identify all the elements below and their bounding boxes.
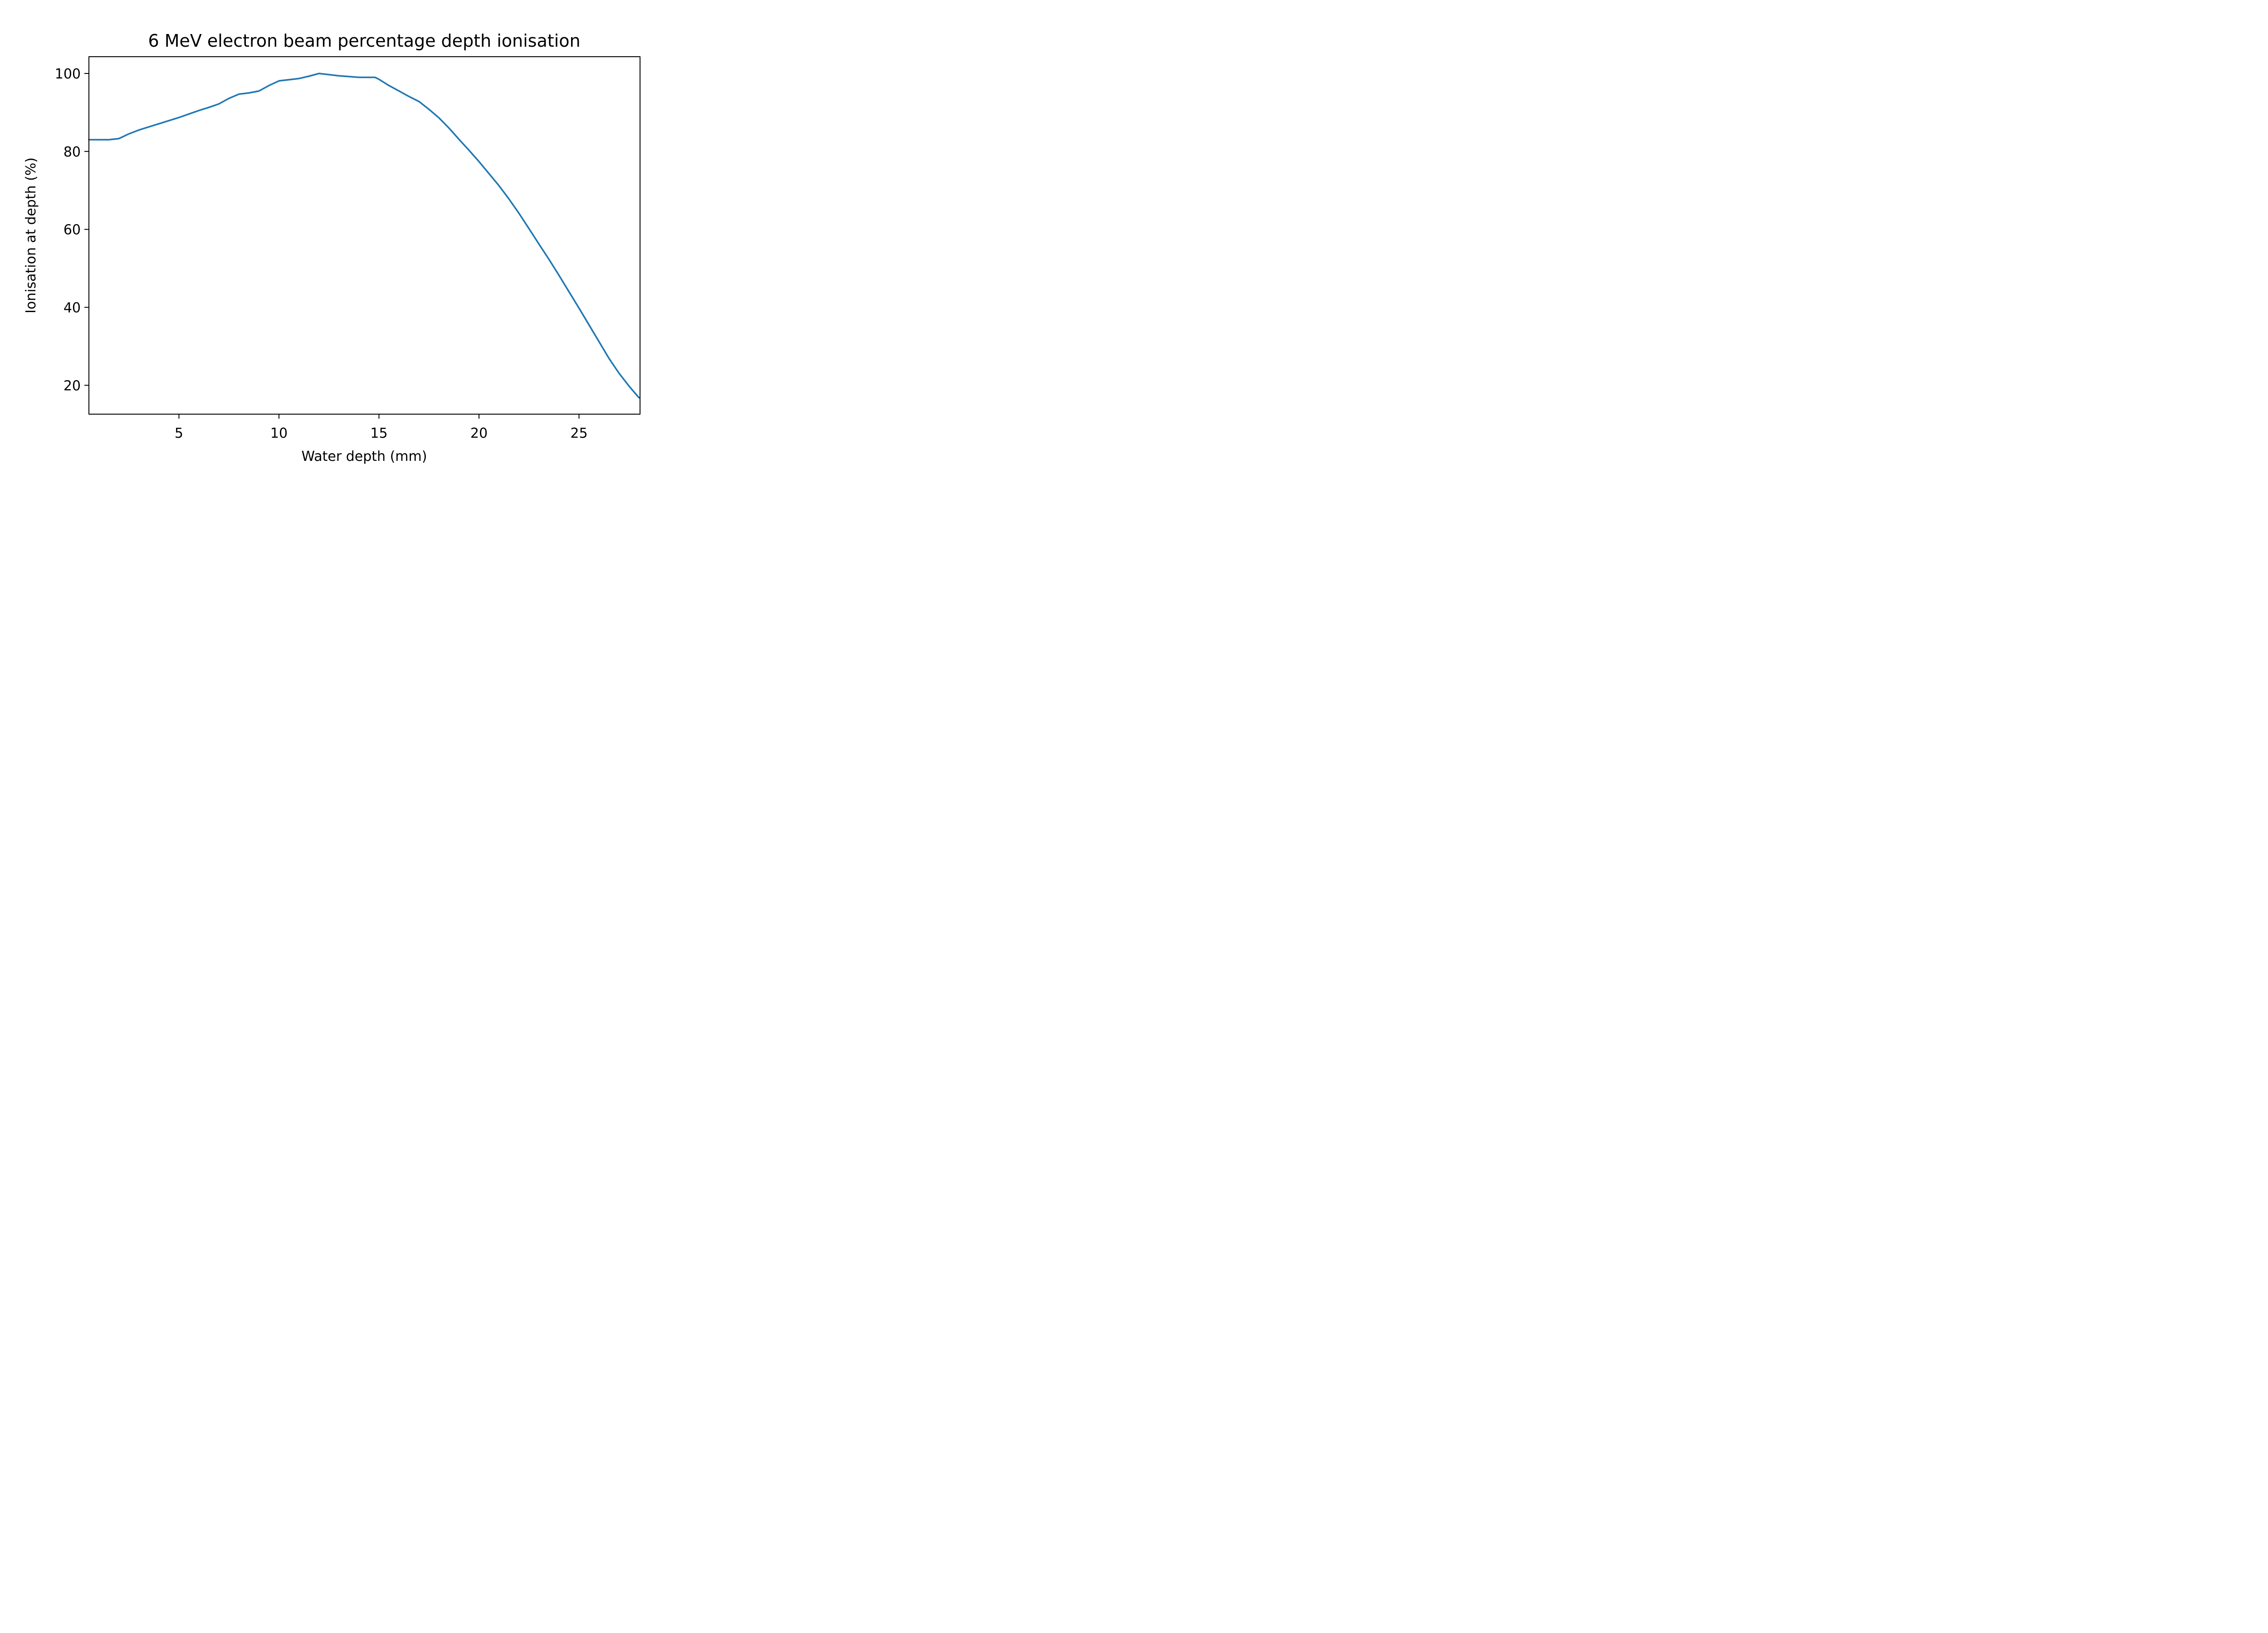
x-tick-label: 10 — [270, 425, 288, 441]
y-tick-label: 20 — [64, 378, 81, 394]
x-axis-label: Water depth (mm) — [302, 449, 427, 464]
x-tick-label: 20 — [470, 425, 488, 441]
series-line-0 — [88, 73, 640, 399]
x-axis: 5 10 15 20 25 — [175, 414, 588, 441]
x-tick-label: 5 — [175, 425, 183, 441]
line-chart: 6 MeV electron beam percentage depth ion… — [23, 31, 640, 464]
chart-container: 6 MeV electron beam percentage depth ion… — [0, 0, 701, 476]
x-tick-label: 25 — [570, 425, 587, 441]
y-tick-label: 40 — [64, 300, 81, 316]
y-tick-label: 60 — [64, 222, 81, 238]
axes-frame — [88, 56, 640, 415]
y-axis-label: Ionisation at depth (%) — [23, 157, 39, 313]
y-axis: 20 40 60 80 100 — [55, 66, 89, 394]
y-tick-label: 80 — [64, 144, 81, 160]
plot-area — [88, 73, 640, 399]
y-tick-label: 100 — [55, 66, 81, 82]
chart-title: 6 MeV electron beam percentage depth ion… — [148, 31, 580, 51]
x-tick-label: 15 — [370, 425, 387, 441]
